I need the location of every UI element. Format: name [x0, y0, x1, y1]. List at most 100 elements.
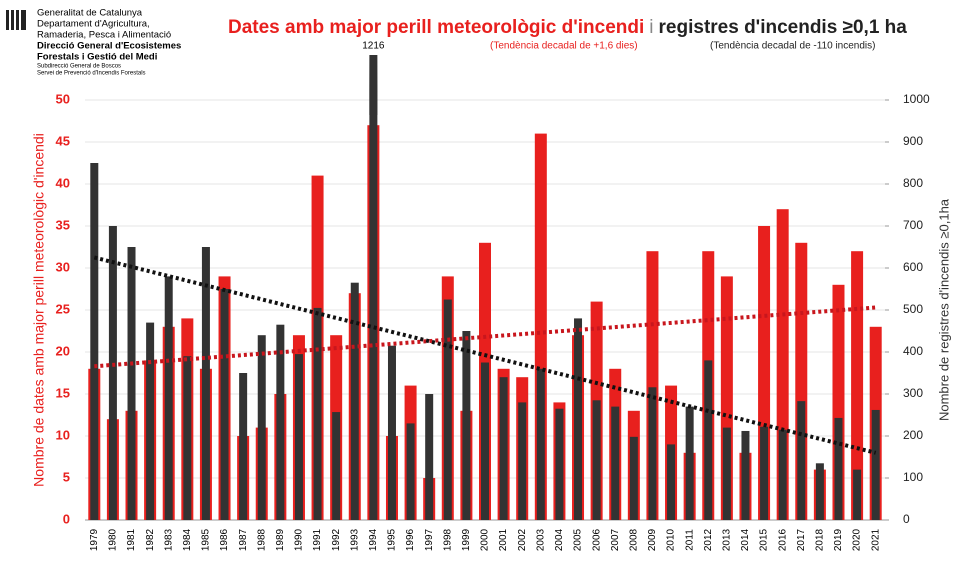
- y-tick-label: 5: [63, 469, 70, 484]
- x-tick-label: 2002: [517, 528, 528, 551]
- x-tick-label: 1996: [405, 528, 416, 551]
- x-tick-label: 2017: [796, 528, 807, 551]
- bar: [518, 402, 527, 520]
- x-tick-label: 2010: [666, 528, 677, 551]
- bar: [90, 163, 99, 520]
- org-line: Direcció General d'Ecosistemes: [37, 41, 181, 52]
- x-tick-label: 2006: [591, 528, 602, 551]
- logo: [6, 10, 26, 30]
- x-tick-label: 1992: [331, 528, 342, 551]
- x-tick-label: 2004: [554, 528, 565, 551]
- x-tick-label: 1980: [108, 528, 119, 551]
- y-tick-label: 0: [63, 511, 70, 526]
- x-tick-label: 1979: [89, 528, 100, 551]
- bar: [127, 247, 136, 520]
- trend-line: [94, 305, 876, 369]
- bar-overflow-fade: [369, 55, 378, 115]
- title-part: Dates amb major perill meteorològic d'in…: [228, 17, 644, 38]
- chart-title: Dates amb major perill meteorològic d'in…: [228, 17, 907, 38]
- x-tick-label: 2012: [703, 528, 714, 551]
- bar: [871, 409, 880, 520]
- bar: [592, 400, 601, 520]
- org-line: Departament d'Agricultura,: [37, 19, 150, 30]
- bar: [778, 429, 787, 520]
- trend-line: [93, 255, 877, 455]
- title-part: i: [649, 17, 653, 38]
- bar: [685, 406, 694, 520]
- x-tick-label: 1993: [349, 528, 360, 551]
- y2-tick-label: 0: [903, 512, 910, 526]
- x-tick-label: 2018: [815, 528, 826, 551]
- y-tick-label: 50: [56, 91, 70, 106]
- bar: [722, 427, 731, 520]
- x-tick-label: 1994: [368, 528, 379, 551]
- x-tick-label: 2003: [535, 528, 546, 551]
- org-line: Servei de Prevenció d'Incendis Forestals: [37, 71, 146, 77]
- x-tick-label: 2014: [740, 528, 751, 551]
- x-tick-label: 2021: [870, 528, 881, 551]
- y2-tick-label: 600: [903, 260, 923, 274]
- x-tick-label: 2001: [498, 528, 509, 551]
- bar: [815, 463, 824, 520]
- x-tick-label: 1999: [461, 528, 472, 551]
- bar: [294, 354, 303, 520]
- bar: [406, 423, 415, 520]
- y2-axis-label: Nombre de registres d'incendis ≥0,1ha: [936, 198, 951, 421]
- x-tick-label: 1986: [219, 528, 230, 551]
- x-tick-label: 2020: [852, 528, 863, 551]
- subtitle: (Tendència decadal de -110 incendis): [710, 41, 875, 52]
- y2-tick-label: 1000: [903, 92, 930, 106]
- x-tick-label: 1991: [312, 528, 323, 551]
- bar: [220, 289, 229, 520]
- bar: [704, 360, 713, 520]
- y-tick-label: 15: [56, 385, 70, 400]
- y2-tick-label: 100: [903, 470, 923, 484]
- x-tick-label: 1985: [201, 528, 212, 551]
- bar: [481, 362, 489, 520]
- bar: [462, 331, 471, 520]
- x-tick-label: 1981: [126, 528, 137, 551]
- bar: [350, 282, 359, 520]
- x-tick-label: 2011: [684, 529, 695, 551]
- bar: [108, 226, 117, 520]
- bar: [629, 436, 638, 520]
- x-tick-label: 2015: [759, 528, 770, 551]
- x-tick-label: 2016: [777, 528, 788, 551]
- x-tick-label: 2007: [610, 528, 621, 551]
- bar: [853, 469, 862, 520]
- org-line: Subdirecció General de Boscos: [37, 64, 121, 70]
- y-tick-label: 40: [56, 175, 70, 190]
- y-tick-label: 25: [56, 301, 70, 316]
- org-line: Ramaderia, Pesca i Alimentació: [37, 30, 171, 41]
- y2-tick-label: 400: [903, 344, 923, 358]
- x-tick-label: 2000: [480, 528, 491, 551]
- subtitle: (Tendència decadal de +1,6 dies): [490, 41, 638, 52]
- bar: [425, 394, 434, 520]
- bar: [648, 387, 657, 520]
- bar: [387, 345, 396, 520]
- bar: [611, 406, 620, 520]
- bar: [146, 322, 155, 520]
- y2-tick-label: 800: [903, 176, 923, 190]
- bar: [276, 324, 285, 520]
- bar: [741, 430, 750, 520]
- title-part: registres d'incendis ≥0,1 ha: [659, 17, 908, 38]
- bar: [574, 318, 583, 520]
- org-line: Generalitat de Catalunya: [37, 8, 143, 19]
- bar: [760, 426, 769, 520]
- bar: [536, 368, 545, 520]
- y-tick-label: 35: [56, 217, 70, 232]
- x-tick-label: 1988: [256, 528, 267, 551]
- x-tick-label: 1995: [387, 528, 398, 551]
- x-tick-label: 2009: [647, 528, 658, 551]
- bar: [555, 408, 564, 520]
- x-tick-label: 1990: [294, 528, 305, 551]
- bar: [239, 373, 248, 520]
- y2-tick-label: 500: [903, 302, 923, 316]
- y2-tick-label: 700: [903, 218, 923, 232]
- y-tick-label: 30: [56, 259, 70, 274]
- bar: [183, 356, 192, 520]
- y-axis-label: Nombre de dates amb major perill meteoro…: [31, 133, 47, 487]
- y-tick-label: 10: [56, 427, 70, 442]
